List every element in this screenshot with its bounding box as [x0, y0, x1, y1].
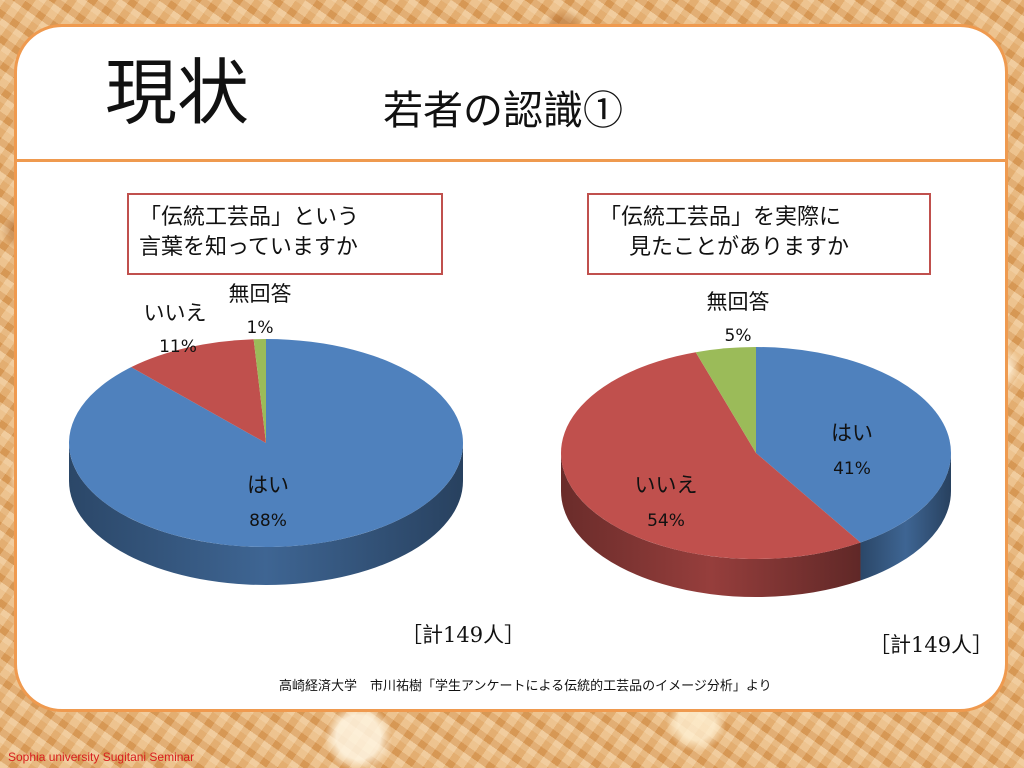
- question-2-line-1: 「伝統工芸品」を実際に: [599, 205, 842, 230]
- pie-2-value-3: 5%: [725, 326, 752, 346]
- question-box-1: 「伝統工芸品」という 言葉を知っていますか: [127, 193, 443, 275]
- question-1-line-1: 「伝統工芸品」という: [139, 205, 360, 230]
- pie-1-slice-1-side: [69, 443, 463, 585]
- pie-1-label-1: はい: [247, 473, 289, 497]
- slide-title: 現状: [105, 51, 250, 135]
- chart-1-total: ［計149人］: [401, 623, 526, 647]
- pie-1-value-1: 88%: [249, 511, 287, 531]
- question-1-line-2: 言葉を知っていますか: [139, 235, 358, 260]
- pie-1-slice-2: [131, 339, 266, 443]
- pie-1-value-2: 11%: [159, 337, 197, 357]
- pie-2-slice-2: [561, 352, 861, 559]
- question-box-2: 「伝統工芸品」を実際に 見たことがありますか: [587, 193, 931, 275]
- pie-2-slice-2-side: [561, 453, 861, 597]
- slide-subtitle: 若者の認識①: [383, 88, 623, 134]
- pie-1-label-3: 無回答: [229, 282, 292, 306]
- pie-2-slice-3: [695, 347, 756, 453]
- pie-2-label-1: はい: [831, 421, 873, 445]
- chart-2-total: ［計149人］: [869, 633, 994, 657]
- pie-2-value-2: 54%: [647, 511, 685, 531]
- pie-2-slice-1-side: [860, 453, 951, 581]
- pie-1-value-3: 1%: [247, 318, 274, 338]
- pie-2-label-2: いいえ: [635, 473, 698, 497]
- footer-credit: Sophia university Sugitani Seminar: [8, 750, 195, 764]
- pie-2-value-1: 41%: [833, 459, 871, 479]
- question-2-line-2: 見たことがありますか: [629, 235, 850, 260]
- pie-1-slice-3: [253, 339, 266, 443]
- pie-1-label-2: いいえ: [144, 301, 207, 325]
- pie-2-label-3: 無回答: [707, 290, 770, 314]
- pie-2-slice-1: [756, 347, 952, 543]
- source-citation: 高崎経済大学 市川祐樹「学生アンケートによる伝統的工芸品のイメージ分析」より: [279, 679, 772, 694]
- title-divider: [17, 159, 1005, 162]
